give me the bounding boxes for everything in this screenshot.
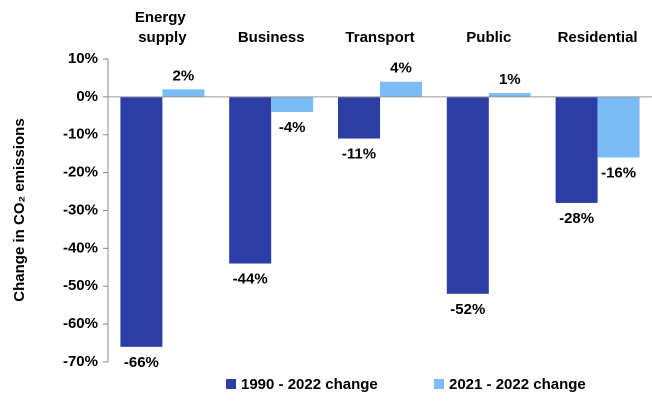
category-label: Business: [238, 29, 305, 46]
y-tick-label: 10%: [68, 50, 98, 67]
value-label: -28%: [559, 210, 594, 227]
y-tick-label: -20%: [63, 164, 98, 181]
bar: [597, 96, 640, 158]
legend-swatch: [434, 379, 444, 389]
bar: [229, 96, 272, 264]
legend-label: 1990 - 2022 change: [241, 376, 378, 393]
category-label: Public: [466, 29, 511, 46]
y-tick-label: -30%: [63, 201, 98, 218]
y-tick-label: -50%: [63, 277, 98, 294]
category-label: Energy supply: [135, 9, 190, 46]
value-label: -4%: [279, 119, 306, 136]
value-label: -52%: [450, 301, 485, 318]
y-axis-label: Change in CO₂ emissions: [11, 118, 28, 301]
value-label: 4%: [390, 60, 412, 77]
category-label: Residential: [558, 29, 638, 46]
y-tick-label: -70%: [63, 353, 98, 370]
value-label: -44%: [233, 270, 268, 287]
y-tick-label: -10%: [63, 126, 98, 143]
value-label: -66%: [124, 354, 159, 371]
bar: [120, 96, 163, 347]
category-label-line: Energy: [135, 9, 190, 26]
value-label: -11%: [342, 146, 376, 163]
legend-label: 2021 - 2022 change: [449, 376, 586, 393]
bar: [338, 96, 380, 139]
legend-swatch: [226, 379, 236, 389]
bar: [488, 93, 531, 97]
y-tick-label: -40%: [63, 239, 98, 256]
bar: [162, 89, 205, 97]
bar: [555, 96, 598, 203]
y-tick-label: 0%: [76, 88, 98, 105]
value-label: 1%: [499, 71, 521, 88]
value-label: -16%: [601, 164, 636, 181]
bar: [446, 96, 489, 294]
value-label: 2%: [173, 67, 195, 84]
y-tick-label: -60%: [63, 315, 98, 332]
category-label-line: supply: [138, 29, 187, 46]
category-label: Transport: [345, 29, 414, 46]
bar: [271, 96, 314, 113]
bar: [380, 81, 422, 97]
